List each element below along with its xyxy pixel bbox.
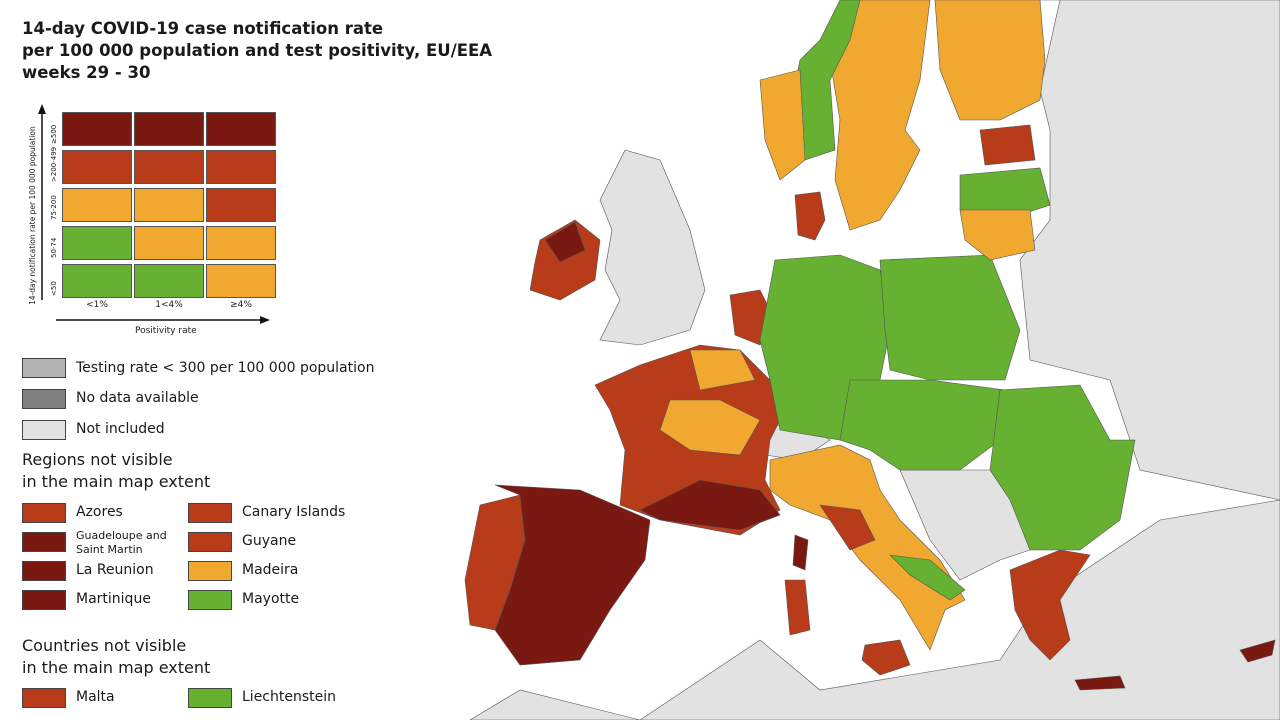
map-region-greece: [1009, 549, 1091, 661]
legend-label: La Reunion: [76, 562, 154, 578]
map-region-finland: [934, 0, 1046, 121]
matrix-cell: [62, 264, 132, 298]
swatch: [22, 561, 66, 581]
legend-label: Not included: [76, 421, 165, 437]
legend-label: Azores: [76, 504, 123, 520]
matrix-cell: [206, 264, 276, 298]
matrix-cell: [134, 226, 204, 260]
matrix-cell: [206, 150, 276, 184]
matrix-cell: [134, 188, 204, 222]
legend-label: Liechtenstein: [242, 689, 337, 705]
map-region-great-britain: [599, 149, 706, 346]
legend-label: Mayotte: [242, 591, 300, 607]
heading-line: in the main map extent: [22, 472, 211, 491]
x-axis-label: Positivity rate: [135, 326, 197, 336]
swatch: [188, 561, 232, 581]
matrix-col-label: <1%: [86, 300, 108, 310]
map-region-north-africa: [469, 689, 641, 720]
swatch: [188, 590, 232, 610]
matrix-cell: [206, 226, 276, 260]
map-region-italy-central: [819, 504, 876, 551]
matrix-cell: [134, 112, 204, 146]
map-region-sweden: [829, 0, 931, 231]
map-region-crete: [1074, 675, 1126, 691]
legend-label: No data available: [76, 390, 199, 406]
matrix-cell: [62, 188, 132, 222]
matrix-cell: [134, 150, 204, 184]
swatch-no-data: [22, 389, 66, 409]
matrix-cell: [62, 226, 132, 260]
matrix-cell: [62, 112, 132, 146]
matrix-cell: [134, 264, 204, 298]
map-region-france-south: [639, 479, 781, 531]
legend-label: Malta: [76, 689, 115, 705]
legend-label: Madeira: [242, 562, 299, 578]
map-region-norway-north: [789, 0, 861, 161]
map-region-cyprus: [1239, 639, 1276, 663]
matrix-cell: [62, 150, 132, 184]
map-region-spain: [494, 484, 651, 666]
map-region-lithuania: [959, 209, 1036, 261]
swatch-not-included: [22, 420, 66, 440]
map-region-poland: [879, 254, 1021, 381]
swatch: [22, 688, 66, 708]
map-region-corsica: [792, 534, 809, 571]
map-region-latvia: [959, 167, 1051, 216]
map-region-estonia: [979, 124, 1036, 166]
map-region-france-north-east: [689, 349, 756, 391]
countries-heading: Countries not visible in the main map ex…: [22, 635, 210, 679]
matrix-cell: [206, 188, 276, 222]
axis-arrows: [38, 104, 270, 324]
map-region-italy: [769, 444, 966, 651]
matrix-cell: [206, 112, 276, 146]
matrix-col-label: 1<4%: [155, 300, 183, 310]
matrix-col-label: ≥4%: [230, 300, 252, 310]
map-region-norway-south: [759, 69, 806, 181]
color-matrix-legend: 14-day notification rate per 100 000 pop…: [20, 100, 290, 340]
legend-label: Guadeloupe and Saint Martin: [76, 529, 167, 556]
title-line: per 100 000 population and test positivi…: [22, 41, 493, 60]
swatch: [22, 590, 66, 610]
heading-line: Countries not visible: [22, 636, 187, 655]
map-region-northern-ireland: [544, 221, 586, 263]
swatch: [188, 503, 232, 523]
swatch: [22, 532, 66, 552]
legend-label: Testing rate < 300 per 100 000 populatio…: [76, 360, 375, 376]
map-region-sardinia: [784, 579, 811, 636]
swatch-testing-low: [22, 358, 66, 378]
map-region-sicily: [861, 639, 911, 676]
map-region-denmark: [794, 191, 826, 241]
map-region-france-centre: [659, 399, 761, 456]
map-region-italy-south-east: [889, 554, 966, 601]
map-region-romania-bulgaria: [989, 384, 1136, 551]
heading-line: Regions not visible: [22, 450, 173, 469]
legend-label: Martinique: [76, 591, 151, 607]
swatch: [22, 503, 66, 523]
swatch: [188, 688, 232, 708]
title-line: weeks 29 - 30: [22, 63, 151, 82]
title-line: 14-day COVID-19 case notification rate: [22, 19, 384, 38]
map-region-central-europe: [839, 379, 1006, 471]
legend-label: Canary Islands: [242, 504, 346, 520]
swatch: [188, 532, 232, 552]
regions-heading: Regions not visible in the main map exte…: [22, 449, 210, 493]
map-title: 14-day COVID-19 case notification rate p…: [22, 18, 492, 84]
heading-line: in the main map extent: [22, 658, 211, 677]
legend-label: Guyane: [242, 533, 297, 549]
